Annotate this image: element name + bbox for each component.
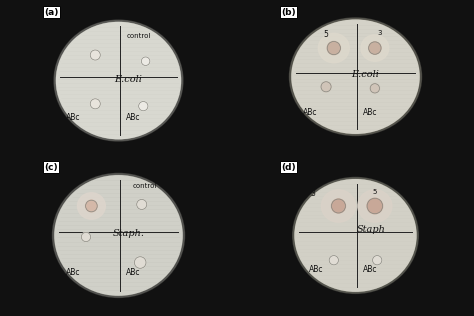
Circle shape <box>367 198 383 214</box>
Circle shape <box>90 99 100 109</box>
Ellipse shape <box>292 20 419 133</box>
Ellipse shape <box>358 190 392 222</box>
Ellipse shape <box>292 20 419 134</box>
Ellipse shape <box>77 193 105 219</box>
Text: Staph.: Staph. <box>112 229 144 238</box>
Circle shape <box>321 82 331 92</box>
Ellipse shape <box>53 173 184 297</box>
Circle shape <box>327 41 340 55</box>
Text: ABc: ABc <box>309 265 324 274</box>
Text: ABc: ABc <box>363 265 378 274</box>
Circle shape <box>369 42 381 54</box>
Ellipse shape <box>55 175 182 296</box>
Text: E.coli: E.coli <box>115 75 143 83</box>
Ellipse shape <box>56 22 181 139</box>
Ellipse shape <box>293 178 418 293</box>
Ellipse shape <box>56 22 181 139</box>
Text: (d): (d) <box>281 163 296 172</box>
Text: ABc: ABc <box>66 113 81 122</box>
Circle shape <box>134 257 146 268</box>
Text: ABc: ABc <box>126 113 141 122</box>
Text: control: control <box>132 183 157 189</box>
Ellipse shape <box>319 33 349 63</box>
Text: E.coli: E.coli <box>352 70 380 79</box>
Text: ABc: ABc <box>66 268 81 277</box>
Text: (c): (c) <box>44 163 58 172</box>
Text: (b): (b) <box>281 8 296 17</box>
Circle shape <box>370 84 380 93</box>
Circle shape <box>329 256 338 265</box>
Text: 1: 1 <box>63 183 67 192</box>
Circle shape <box>138 101 148 111</box>
Ellipse shape <box>294 179 417 292</box>
Text: 3: 3 <box>310 189 316 198</box>
Circle shape <box>82 232 91 242</box>
Text: Staph: Staph <box>357 225 386 234</box>
Text: 5: 5 <box>373 189 377 195</box>
Ellipse shape <box>295 180 416 291</box>
Circle shape <box>86 200 97 212</box>
Ellipse shape <box>321 190 356 222</box>
Circle shape <box>141 57 150 65</box>
Ellipse shape <box>54 20 183 141</box>
Text: 1: 1 <box>63 28 67 37</box>
Text: ABc: ABc <box>363 108 378 117</box>
Circle shape <box>90 50 100 60</box>
Text: control: control <box>126 33 151 39</box>
Text: ABc: ABc <box>126 268 141 277</box>
Circle shape <box>137 199 147 210</box>
Ellipse shape <box>290 18 421 136</box>
Text: 3: 3 <box>377 30 382 36</box>
Ellipse shape <box>55 176 182 295</box>
Text: ABc: ABc <box>303 108 318 117</box>
Text: 5: 5 <box>323 30 328 39</box>
Text: (a): (a) <box>44 8 59 17</box>
Circle shape <box>331 199 346 213</box>
Ellipse shape <box>361 35 389 61</box>
Circle shape <box>373 256 382 265</box>
